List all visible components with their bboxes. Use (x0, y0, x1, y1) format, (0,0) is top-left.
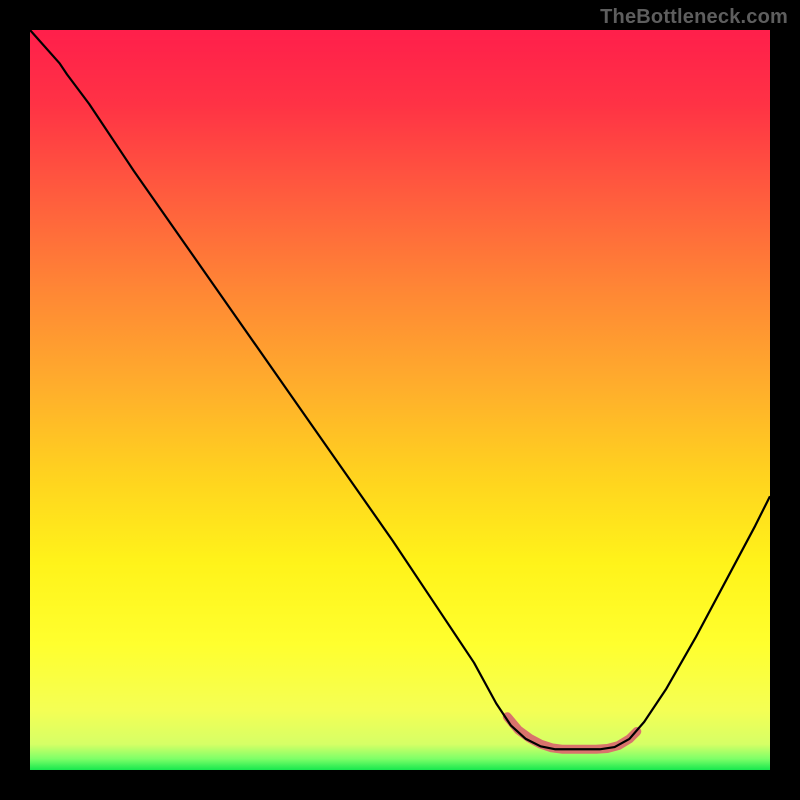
chart-container: { "watermark": { "text": "TheBottleneck.… (0, 0, 800, 800)
watermark-label: TheBottleneck.com (600, 6, 788, 29)
bottleneck-curve-chart (0, 0, 800, 800)
gradient-background (30, 30, 770, 770)
